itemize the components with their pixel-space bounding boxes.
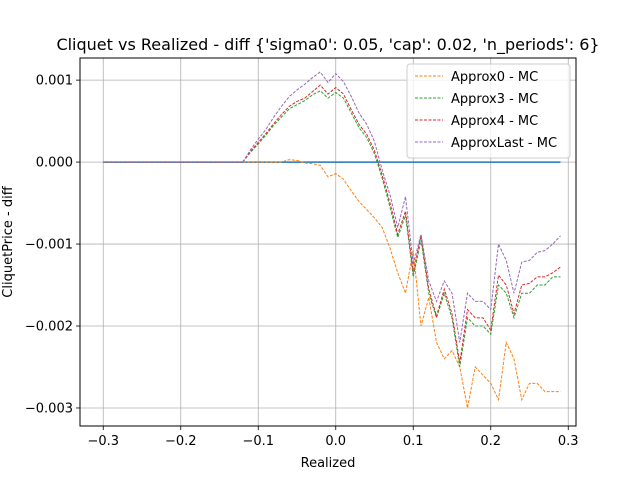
legend-entry: Approx4 - MC [451,114,538,129]
y-tick-label: 0.001 [36,74,73,89]
y-tick-label: −0.003 [25,401,73,416]
series-line-approxlast-mc [103,71,561,343]
x-tick-label: −0.2 [165,434,197,449]
y-axis-label: CliquetPrice - diff [1,185,16,297]
y-axis: 0.001 0.000 −0.001 −0.002 −0.003 [25,74,80,416]
y-tick-label: −0.001 [25,238,73,253]
series-line-approx0-mc [103,159,561,409]
legend-entry: ApproxLast - MC [451,136,557,151]
legend-entry: Approx0 - MC [451,70,538,85]
series-line-approx4-mc [103,84,561,363]
legend-box [406,63,571,159]
x-tick-label: 0.2 [480,434,501,449]
x-axis: −0.3 −0.2 −0.1 0.0 0.1 0.2 0.3 [87,426,579,449]
legend: Approx0 - MC Approx3 - MC Approx4 - MC Appr… [406,63,571,159]
plot-lines [103,71,561,409]
x-tick-label: 0.3 [558,434,579,449]
x-axis-label: Realized [301,456,356,471]
x-tick-label: −0.1 [242,434,274,449]
legend-entry: Approx3 - MC [451,92,538,107]
y-tick-label: −0.002 [25,320,73,335]
x-tick-label: −0.3 [87,434,119,449]
x-tick-label: 0.0 [325,434,346,449]
series-line-approx3-mc [103,90,561,368]
x-tick-label: 0.1 [403,434,424,449]
plot-frame [79,57,577,427]
chart-title: Cliquet vs Realized - diff {'sigma0': 0.… [56,35,599,55]
y-tick-label: 0.000 [36,156,73,171]
